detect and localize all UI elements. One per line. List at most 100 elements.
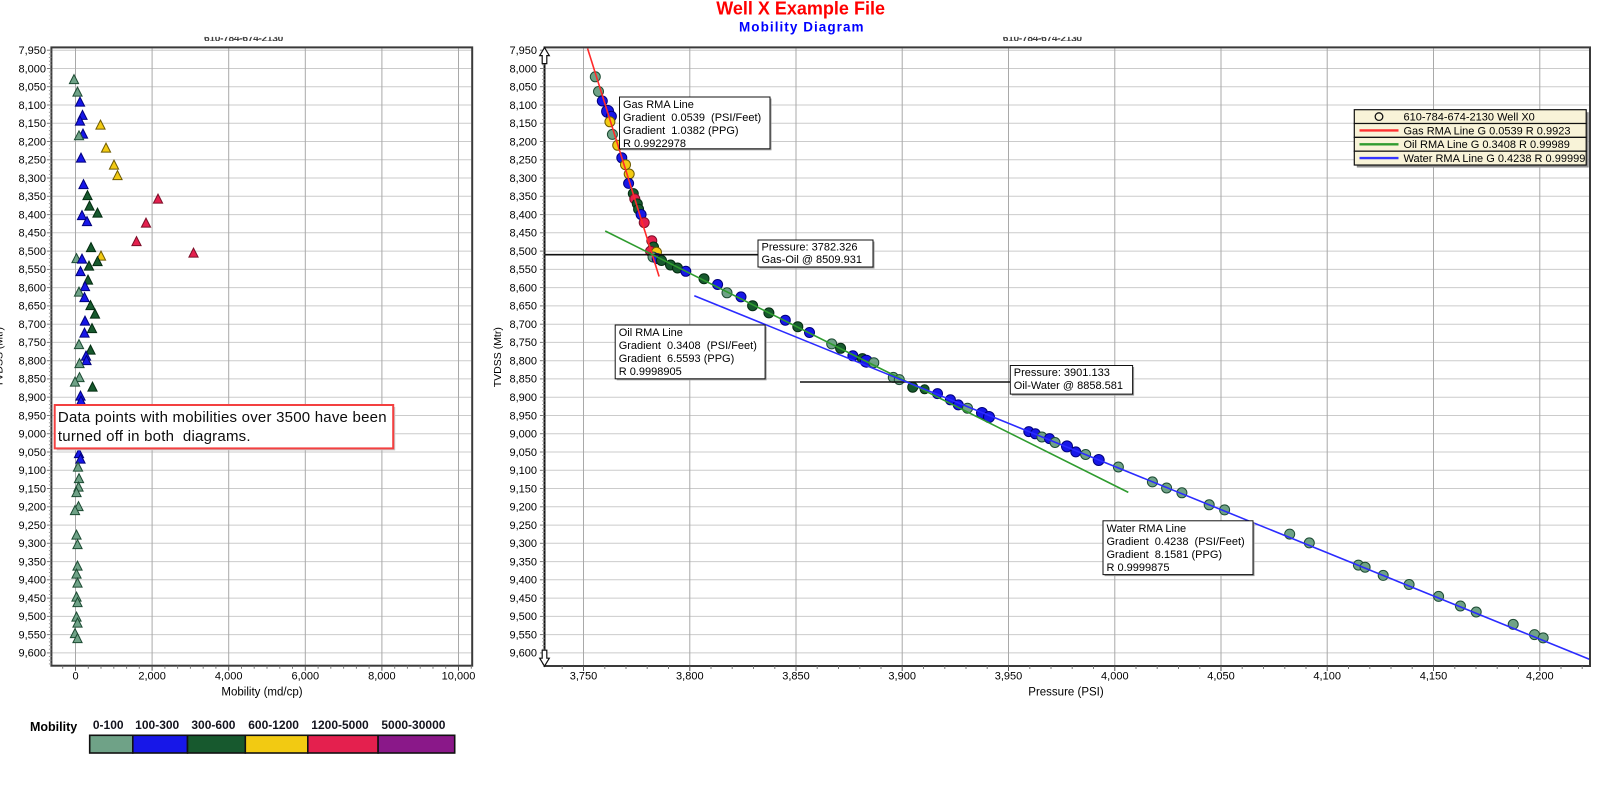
svg-text:8,850: 8,850 bbox=[18, 374, 46, 386]
svg-text:3,950: 3,950 bbox=[995, 671, 1023, 683]
svg-text:9,550: 9,550 bbox=[18, 629, 46, 641]
svg-text:Gas RMA Line: Gas RMA Line bbox=[623, 99, 694, 111]
svg-text:9,550: 9,550 bbox=[509, 629, 537, 641]
svg-text:Pressure: 3782.326: Pressure: 3782.326 bbox=[762, 241, 858, 253]
svg-text:9,100: 9,100 bbox=[18, 465, 46, 477]
svg-text:8,400: 8,400 bbox=[509, 209, 537, 221]
svg-text:0: 0 bbox=[72, 671, 78, 683]
svg-text:610-784-674-2130: 610-784-674-2130 bbox=[204, 33, 284, 44]
svg-text:8,950: 8,950 bbox=[18, 410, 46, 422]
svg-text:Data points with mobilities ov: Data points with mobilities over 3500 ha… bbox=[58, 409, 387, 426]
svg-text:8,750: 8,750 bbox=[18, 337, 46, 349]
svg-text:9,500: 9,500 bbox=[509, 611, 537, 623]
svg-text:Gas-Oil @ 8509.931: Gas-Oil @ 8509.931 bbox=[762, 254, 862, 266]
svg-text:8,500: 8,500 bbox=[509, 246, 537, 258]
svg-text:8,350: 8,350 bbox=[18, 191, 46, 203]
svg-text:9,000: 9,000 bbox=[18, 429, 46, 441]
svg-text:4,000: 4,000 bbox=[215, 671, 243, 683]
svg-text:5000-30000: 5000-30000 bbox=[381, 718, 445, 732]
svg-text:Gradient 6.5593 (PPG): Gradient 6.5593 (PPG) bbox=[619, 353, 735, 365]
svg-text:8,550: 8,550 bbox=[509, 264, 537, 276]
svg-text:8,800: 8,800 bbox=[509, 356, 537, 368]
svg-text:8,300: 8,300 bbox=[18, 173, 46, 185]
svg-text:8,850: 8,850 bbox=[509, 374, 537, 386]
svg-text:TVDSS (Mtr): TVDSS (Mtr) bbox=[492, 327, 504, 387]
svg-text:Water RMA Line G 0.4238 R 0.99: Water RMA Line G 0.4238 R 0.99999 bbox=[1404, 153, 1586, 165]
svg-text:4,200: 4,200 bbox=[1526, 671, 1554, 683]
svg-text:9,200: 9,200 bbox=[18, 502, 46, 514]
svg-text:Gradient 8.1581 (PPG): Gradient 8.1581 (PPG) bbox=[1107, 549, 1223, 561]
svg-text:9,350: 9,350 bbox=[509, 556, 537, 568]
svg-text:7,950: 7,950 bbox=[18, 45, 46, 57]
svg-text:Oil RMA Line: Oil RMA Line bbox=[619, 327, 683, 339]
svg-text:8,900: 8,900 bbox=[509, 392, 537, 404]
svg-text:Water RMA Line: Water RMA Line bbox=[1107, 523, 1187, 535]
svg-text:8,700: 8,700 bbox=[18, 319, 46, 331]
svg-text:2,000: 2,000 bbox=[138, 671, 166, 683]
svg-text:Gradient 0.0539 (PSI/Feet): Gradient 0.0539 (PSI/Feet) bbox=[623, 112, 761, 124]
svg-text:8,650: 8,650 bbox=[18, 301, 46, 313]
svg-text:8,000: 8,000 bbox=[509, 63, 537, 75]
svg-text:6,000: 6,000 bbox=[292, 671, 320, 683]
svg-text:3,900: 3,900 bbox=[888, 671, 916, 683]
svg-text:8,100: 8,100 bbox=[509, 100, 537, 112]
svg-text:8,600: 8,600 bbox=[509, 282, 537, 294]
svg-text:8,450: 8,450 bbox=[18, 228, 46, 240]
svg-text:Pressure: 3901.133: Pressure: 3901.133 bbox=[1014, 367, 1110, 379]
svg-text:610-784-674-2130: 610-784-674-2130 bbox=[1003, 33, 1083, 44]
svg-text:8,750: 8,750 bbox=[509, 337, 537, 349]
svg-text:4,100: 4,100 bbox=[1313, 671, 1341, 683]
svg-text:Mobility Diagram: Mobility Diagram bbox=[739, 20, 865, 35]
svg-text:8,800: 8,800 bbox=[18, 356, 46, 368]
svg-text:1200-5000: 1200-5000 bbox=[311, 718, 369, 732]
svg-text:9,450: 9,450 bbox=[509, 593, 537, 605]
svg-text:8,150: 8,150 bbox=[18, 118, 46, 130]
svg-text:8,650: 8,650 bbox=[509, 301, 537, 313]
svg-text:9,150: 9,150 bbox=[18, 483, 46, 495]
svg-text:4,150: 4,150 bbox=[1420, 671, 1448, 683]
svg-text:Mobility (md/cp): Mobility (md/cp) bbox=[221, 687, 302, 699]
svg-text:Gas RMA Line G 0.0539 R 0.9923: Gas RMA Line G 0.0539 R 0.9923 bbox=[1404, 125, 1571, 137]
svg-text:8,400: 8,400 bbox=[18, 209, 46, 221]
svg-text:9,200: 9,200 bbox=[509, 502, 537, 514]
svg-text:9,400: 9,400 bbox=[18, 575, 46, 587]
svg-text:Oil-Water @ 8858.581: Oil-Water @ 8858.581 bbox=[1014, 380, 1123, 392]
svg-text:8,900: 8,900 bbox=[18, 392, 46, 404]
svg-text:9,450: 9,450 bbox=[18, 593, 46, 605]
svg-text:8,700: 8,700 bbox=[509, 319, 537, 331]
svg-text:3,800: 3,800 bbox=[676, 671, 704, 683]
svg-text:7,950: 7,950 bbox=[509, 45, 537, 57]
svg-text:8,250: 8,250 bbox=[18, 155, 46, 167]
svg-text:100-300: 100-300 bbox=[135, 718, 179, 732]
svg-text:0-100: 0-100 bbox=[93, 718, 124, 732]
svg-text:Mobility: Mobility bbox=[30, 720, 77, 734]
svg-text:Gradient 0.3408 (PSI/Feet): Gradient 0.3408 (PSI/Feet) bbox=[619, 340, 757, 352]
svg-text:9,100: 9,100 bbox=[509, 465, 537, 477]
svg-text:9,250: 9,250 bbox=[18, 520, 46, 532]
svg-text:3,850: 3,850 bbox=[782, 671, 810, 683]
svg-text:Gradient 1.0382 (PPG): Gradient 1.0382 (PPG) bbox=[623, 125, 739, 137]
svg-text:9,050: 9,050 bbox=[18, 447, 46, 459]
svg-text:R 0.9922978: R 0.9922978 bbox=[623, 138, 686, 150]
svg-text:9,350: 9,350 bbox=[18, 556, 46, 568]
svg-text:Well X Example File: Well X Example File bbox=[716, 0, 885, 18]
svg-text:8,300: 8,300 bbox=[509, 173, 537, 185]
svg-text:8,600: 8,600 bbox=[18, 282, 46, 294]
svg-text:300-600: 300-600 bbox=[191, 718, 235, 732]
svg-text:9,400: 9,400 bbox=[509, 575, 537, 587]
svg-text:9,300: 9,300 bbox=[18, 538, 46, 550]
svg-text:R 0.9999875: R 0.9999875 bbox=[1107, 562, 1170, 574]
svg-text:8,950: 8,950 bbox=[509, 410, 537, 422]
svg-text:8,000: 8,000 bbox=[368, 671, 396, 683]
svg-text:8,350: 8,350 bbox=[509, 191, 537, 203]
svg-text:3,750: 3,750 bbox=[570, 671, 598, 683]
svg-text:turned off in both diagrams.: turned off in both diagrams. bbox=[58, 428, 251, 445]
svg-text:600-1200: 600-1200 bbox=[248, 718, 299, 732]
svg-text:9,050: 9,050 bbox=[509, 447, 537, 459]
svg-text:8,050: 8,050 bbox=[18, 82, 46, 94]
svg-text:9,150: 9,150 bbox=[509, 483, 537, 495]
svg-text:Oil RMA Line G 0.3408 R 0.9998: Oil RMA Line G 0.3408 R 0.99989 bbox=[1404, 139, 1570, 151]
svg-text:10,000: 10,000 bbox=[442, 671, 476, 683]
svg-text:9,600: 9,600 bbox=[509, 648, 537, 660]
svg-text:8,200: 8,200 bbox=[509, 136, 537, 148]
